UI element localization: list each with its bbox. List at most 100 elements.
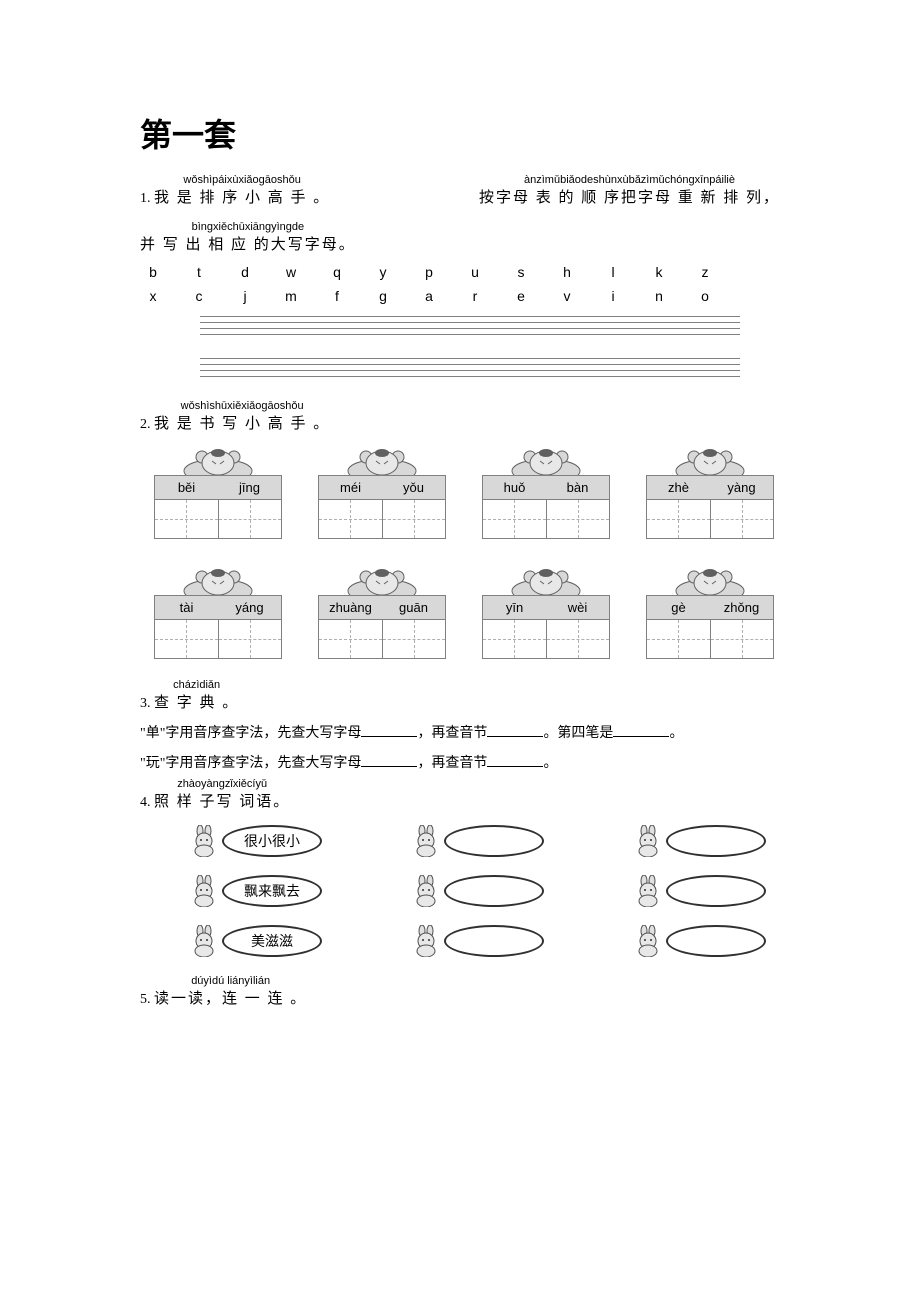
q4-pinyin: zhàoyàngzǐxiěcíyǔ	[154, 778, 290, 790]
word-bubble[interactable]	[666, 825, 766, 857]
writing-lines	[200, 316, 740, 382]
tianzi-grid[interactable]	[154, 499, 282, 539]
letter: h	[560, 264, 574, 280]
bunny-icon	[190, 875, 218, 907]
blank[interactable]	[613, 723, 669, 737]
bubble-item: 美滋滋	[190, 925, 322, 957]
letter: x	[146, 288, 160, 304]
tianzi-grid[interactable]	[482, 499, 610, 539]
word-bubble[interactable]	[666, 925, 766, 957]
word-bubble: 很小很小	[222, 825, 322, 857]
q5-prompt: 5. dúyìdú liányìlián 读一读，连 一 连 。	[140, 975, 780, 1008]
q1-hanzi-2: 按字母 表 的 顺 序把字母 重 新 排 列，	[479, 186, 780, 207]
letter: g	[376, 288, 390, 304]
tianzi-grid[interactable]	[646, 499, 774, 539]
bear-icon	[646, 447, 774, 475]
letter: l	[606, 264, 620, 280]
pinyin-syl: yàng	[710, 480, 773, 495]
bear-icon	[318, 567, 446, 595]
q5-pinyin: dúyìdú liányìlián	[154, 975, 307, 987]
pinyin-box: tàiyáng	[154, 567, 282, 659]
bubble-item: 很小很小	[190, 825, 322, 857]
word-bubble[interactable]	[666, 875, 766, 907]
blank[interactable]	[487, 753, 543, 767]
q3-text: ，再查音节	[417, 726, 487, 741]
q4-grid: 很小很小 飘来飘去	[190, 825, 780, 957]
bunny-icon	[412, 925, 440, 957]
pinyin-syl: yǒu	[382, 480, 445, 495]
q3-text: 。	[669, 726, 683, 741]
letter: c	[192, 288, 206, 304]
q3-text: 。	[543, 756, 557, 771]
q4-hanzi: 照 样 子写 词语。	[154, 790, 290, 811]
word-bubble: 飘来飘去	[222, 875, 322, 907]
pinyin-box: zhuàngguān	[318, 567, 446, 659]
pinyin-syl: wèi	[546, 600, 609, 615]
q4-row: 很小很小	[190, 825, 780, 857]
q3-text: "单"字用音序查字法，先查大写字母	[140, 726, 361, 741]
page-title: 第一套	[140, 110, 780, 156]
bubble-item	[634, 925, 766, 957]
pinyin-box: huǒbàn	[482, 447, 610, 539]
pinyin-box: gèzhǒng	[646, 567, 774, 659]
blank[interactable]	[361, 753, 417, 767]
q1-prompt-line2: bìngxiěchūxiāngyìngde 并 写 出 相 应 的大写字母。	[140, 221, 780, 254]
letter: e	[514, 288, 528, 304]
tianzi-grid[interactable]	[482, 619, 610, 659]
pinyin-syl: méi	[319, 480, 382, 495]
q3-line1: "单"字用音序查字法，先查大写字母 ，再查音节 。第四笔是 。	[140, 722, 780, 742]
q3-line2: "玩"字用音序查字法，先查大写字母 ，再查音节 。	[140, 752, 780, 772]
q2-prompt: 2. wǒshìshūxiěxiǎogāoshǒu 我 是 书 写 小 高 手 …	[140, 400, 780, 433]
q4-prompt: 4. zhàoyàngzǐxiěcíyǔ 照 样 子写 词语。	[140, 778, 780, 811]
pinyin-syl: zhè	[647, 480, 710, 495]
bunny-icon	[634, 875, 662, 907]
q3-text: "玩"字用音序查字法，先查大写字母	[140, 756, 361, 771]
pinyin-syl: zhuàng	[319, 600, 382, 615]
q3-hanzi: 查 字 典 。	[154, 691, 239, 712]
letter: b	[146, 264, 160, 280]
letter: q	[330, 264, 344, 280]
letter: d	[238, 264, 252, 280]
pinyin-syl: běi	[155, 480, 218, 495]
bear-icon	[646, 567, 774, 595]
letter: i	[606, 288, 620, 304]
q1-prompt: 1. wǒshìpáixùxiǎogāoshǒu 我 是 排 序 小 高 手 。…	[140, 174, 780, 207]
letter: t	[192, 264, 206, 280]
blank[interactable]	[361, 723, 417, 737]
q3-text: ，再查音节	[417, 756, 487, 771]
q4-row: 飘来飘去	[190, 875, 780, 907]
letter-row-2: xcjmfgarevino	[140, 288, 780, 304]
letter: s	[514, 264, 528, 280]
pinyin-syl: yáng	[218, 600, 281, 615]
q3-text: 。第四笔是	[543, 726, 613, 741]
word-bubble[interactable]	[444, 925, 544, 957]
bunny-icon	[634, 825, 662, 857]
tianzi-grid[interactable]	[318, 619, 446, 659]
bunny-icon	[190, 925, 218, 957]
word-bubble[interactable]	[444, 825, 544, 857]
blank[interactable]	[487, 723, 543, 737]
pinyin-syl: bàn	[546, 480, 609, 495]
q2-grid: běijīng méiyǒu huǒbàn zhèyàng tà	[154, 447, 780, 659]
q4-row: 美滋滋	[190, 925, 780, 957]
q5-num: 5.	[140, 992, 151, 1007]
letter: p	[422, 264, 436, 280]
tianzi-grid[interactable]	[154, 619, 282, 659]
bubble-item	[412, 825, 544, 857]
q1-num: 1.	[140, 191, 151, 206]
pinyin-syl: zhǒng	[710, 600, 773, 615]
letter: r	[468, 288, 482, 304]
pinyin-syl: jīng	[218, 480, 281, 495]
pinyin-syl: guān	[382, 600, 445, 615]
bear-icon	[154, 447, 282, 475]
bear-icon	[482, 567, 610, 595]
bear-icon	[482, 447, 610, 475]
bubble-item: 飘来飘去	[190, 875, 322, 907]
word-bubble[interactable]	[444, 875, 544, 907]
pinyin-box: méiyǒu	[318, 447, 446, 539]
letter: y	[376, 264, 390, 280]
tianzi-grid[interactable]	[318, 499, 446, 539]
pinyin-syl: yīn	[483, 600, 546, 615]
q1-pinyin-3: bìngxiěchūxiāngyìngde	[140, 221, 356, 233]
tianzi-grid[interactable]	[646, 619, 774, 659]
